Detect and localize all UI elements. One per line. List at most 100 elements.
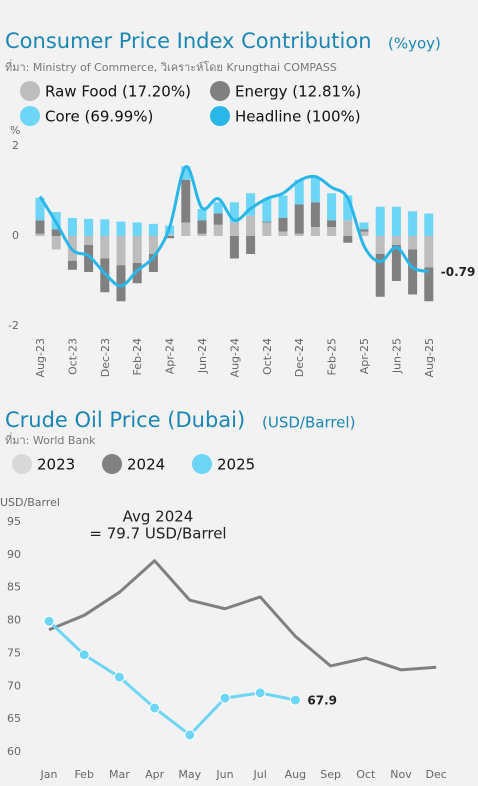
x-tick-label: Mar <box>109 768 130 781</box>
bar-segment <box>116 265 126 302</box>
series-line <box>47 620 296 737</box>
bar-segment <box>197 220 207 234</box>
x-tick-label: Dec-24 <box>293 338 306 377</box>
bar-segment <box>408 211 418 236</box>
marker <box>149 702 161 714</box>
x-tick-label: Apr-24 <box>164 338 177 374</box>
bar-segment <box>343 220 353 236</box>
bar-segment <box>100 236 110 259</box>
bar-segment <box>67 260 77 270</box>
bar-segment <box>359 222 369 230</box>
y-tick-label: 65 <box>7 712 21 725</box>
marker <box>78 649 90 661</box>
bar-segment <box>213 202 223 214</box>
legend-label: Headline (100%) <box>235 108 361 126</box>
bar-segment <box>391 245 401 281</box>
legend-swatch <box>210 106 230 126</box>
bar-segment <box>327 227 337 236</box>
marker <box>289 694 301 706</box>
chart-title: Consumer Price Index Contribution <box>5 29 372 53</box>
y-tick-label: 70 <box>7 679 21 692</box>
bar-segment <box>375 206 385 236</box>
bar-segment <box>246 193 256 216</box>
y-tick-label: 80 <box>7 614 21 627</box>
annotation: = 79.7 USD/Barrel <box>89 525 226 543</box>
value-label: 67.9 <box>307 694 337 708</box>
bar-segment <box>359 229 369 232</box>
bar-segment <box>116 236 126 266</box>
x-tick-label: Aug-25 <box>423 338 436 377</box>
bar-segment <box>165 236 175 239</box>
bar-segment <box>181 179 191 223</box>
bar-segment <box>262 222 272 236</box>
bar-segment <box>148 254 158 272</box>
bar-segment <box>262 221 272 223</box>
chart-title: Crude Oil Price (Dubai) <box>5 408 245 432</box>
bar-segment <box>327 193 337 221</box>
x-tick-label: Feb-24 <box>131 338 144 375</box>
bar-segment <box>424 236 434 268</box>
bar-segment <box>165 234 175 236</box>
x-tick-label: Jul <box>253 768 267 781</box>
legend-label: Energy (12.81%) <box>235 83 361 101</box>
legend-swatch <box>20 81 40 101</box>
bar-segment <box>229 222 239 236</box>
bar-segment <box>424 213 434 236</box>
bar-segment <box>100 219 110 236</box>
bar-segment <box>116 221 126 236</box>
y-axis-label: USD/Barrel <box>0 496 60 509</box>
bar-segment <box>229 236 239 259</box>
legend-swatch <box>210 81 230 101</box>
source: ที่มา: Ministry of Commerce, วิเคราะห์โด… <box>5 59 337 74</box>
legend-label: Raw Food (17.20%) <box>45 83 191 101</box>
bar-segment <box>246 236 256 254</box>
marker <box>184 729 196 741</box>
bar-segment <box>84 218 94 236</box>
bar-segment <box>51 236 61 250</box>
legend-label: 2025 <box>217 456 255 474</box>
x-tick-label: Apr-25 <box>358 338 371 374</box>
y-axis-label: % <box>10 124 20 137</box>
bar-segment <box>343 195 353 221</box>
bar-segment <box>391 236 401 245</box>
bar-segment <box>278 231 288 236</box>
bar-segment <box>35 197 45 221</box>
bar-segment <box>67 218 77 236</box>
bar-segment <box>310 177 320 203</box>
x-tick-label: Oct-23 <box>66 338 79 375</box>
y-tick-label: 85 <box>7 581 21 594</box>
legend-swatch <box>12 454 32 474</box>
y-tick-label: 0 <box>12 229 19 242</box>
x-tick-label: Aug-23 <box>34 338 47 377</box>
x-tick-label: Feb-25 <box>326 338 339 375</box>
bar-segment <box>343 236 353 243</box>
bar-segment <box>229 202 239 223</box>
bar-segment <box>262 199 272 222</box>
marker <box>254 687 266 699</box>
bar-segment <box>84 236 94 245</box>
bar-segment <box>197 209 207 221</box>
x-tick-label: Jun-24 <box>196 338 209 374</box>
bar-segment <box>132 236 142 263</box>
bar-segment <box>359 231 369 236</box>
bar-segment <box>213 224 223 236</box>
chart-subtitle: (%yoy) <box>388 35 441 53</box>
y-tick-label: 75 <box>7 646 21 659</box>
legend-swatch <box>192 454 212 474</box>
x-tick-label: Sep <box>320 768 341 781</box>
bar-segment <box>132 222 142 236</box>
bar-segment <box>213 213 223 225</box>
bar-segment <box>310 202 320 227</box>
marker <box>43 615 55 627</box>
x-tick-label: Jan <box>40 768 58 781</box>
bar-segment <box>408 236 418 250</box>
bar-segment <box>278 195 288 218</box>
x-tick-label: Oct <box>356 768 376 781</box>
y-tick-label: 90 <box>7 548 21 561</box>
bar-segment <box>148 236 158 254</box>
bar-segment <box>408 249 418 295</box>
bar-segment <box>294 179 304 205</box>
bar-segment <box>294 204 304 234</box>
legend-label: 2024 <box>127 456 165 474</box>
